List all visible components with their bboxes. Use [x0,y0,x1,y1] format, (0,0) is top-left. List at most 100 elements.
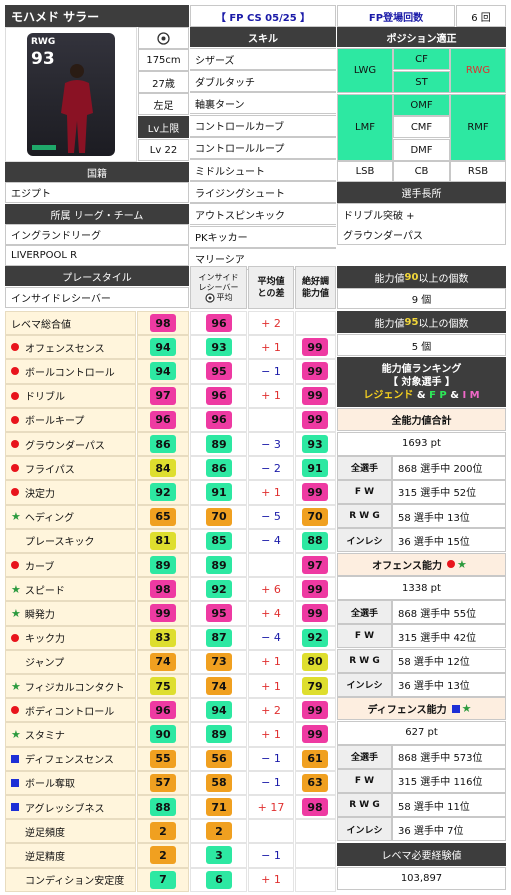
stat-value: 96 [150,701,176,720]
avg-value: 73 [206,652,232,671]
nationality-value: エジプト [5,182,189,203]
stat-label: フライパス [25,464,75,476]
stat-name: ジャンプ [5,649,136,674]
star-icon: ★ [11,582,21,596]
diff-value: − 1 [248,746,294,771]
skill-item: シザーズ [190,48,336,70]
exp-value: 103,897 [337,866,506,890]
avg-value: 96 [206,314,232,332]
diff-value [248,407,294,432]
avg-value: 58 [206,773,232,792]
position-lmf: LMF [337,94,393,161]
stat-value: 75 [150,677,176,695]
stat-value: 7 [150,870,176,889]
ranking-group: R W G [337,648,392,673]
avg-value: 3 [206,846,232,865]
blue-square-icon [11,754,19,763]
stat-label: 瞬発力 [24,609,55,621]
ranking-defense-label: ディフェンス能力 ★ [337,697,506,720]
ranking-result: 36 選手中 13位 [392,672,506,697]
stat-label: コンディション安定度 [25,876,125,888]
diff-value [248,819,294,844]
avg-value: 56 [206,749,232,768]
star-icon: ★ [456,557,467,571]
specialty-header: 選手長所 [337,182,506,203]
stat-label: キック力 [25,634,65,646]
nationality-label: 国籍 [5,162,189,182]
red-dot-icon [11,415,19,424]
skill-item: コントロールカーブ [190,114,336,137]
position-cb: CB [393,161,450,182]
red-dot-icon [11,488,19,497]
lv-max-button[interactable]: Lv上限 [138,116,189,138]
stat-value: 98 [150,314,176,332]
stat-label: ボールキープ [25,416,85,428]
playstyle-average-header: インサイド レシーバー 平均 [190,266,247,309]
blue-square-icon [451,704,460,713]
stat-value: 88 [150,798,176,816]
age-value: 27歳 [138,71,189,93]
red-dot-icon [11,561,19,570]
star-icon: ★ [11,606,21,620]
diff-value: + 1 [248,867,294,892]
peak-value: 61 [302,749,328,768]
specialty-2: グラウンダーパス [337,224,506,245]
diff-value: − 1 [248,843,294,868]
stat-name: 逆足精度 [5,843,136,868]
skill-item: ダブルタッチ [190,70,336,93]
card-position: RWG [31,37,56,47]
stat-label: スタミナ [24,730,65,742]
position-lwg: LWG [337,48,393,93]
stat-name: グラウンダーパス [5,432,136,457]
stat-value: 57 [150,773,176,792]
peak-value: 80 [302,652,328,671]
stat-value: 83 [150,628,176,647]
peak-value: 99 [302,386,328,405]
count-95-threshold: 95 [404,316,419,328]
ranking-group: 全選手 [337,455,392,480]
stat-name: ★ フィジカルコンタクト [5,674,136,699]
position-omf: OMF [393,94,450,116]
position-lsb: LSB [337,161,393,182]
ranking-result: 315 選手中 42位 [392,624,506,649]
ranking-defense-value: 627 pt [337,720,506,745]
skill-item: 軸裏ターン [190,92,336,115]
stat-name: ★ スピード [5,577,136,602]
peak-value: 99 [302,338,328,357]
stat-value: 74 [150,652,176,671]
stat-name: ディフェンスセンス [5,746,136,771]
avg-value: 86 [206,459,232,478]
ranking-result: 315 選手中 116位 [392,768,506,793]
diff-value: − 5 [248,504,294,529]
ranking-result: 868 選手中 200位 [392,455,506,480]
ranking-result: 58 選手中 11位 [392,793,506,818]
red-dot-icon [11,367,19,376]
stat-label: ドリブル [25,392,65,404]
fp-count-value: 6 回 [456,5,506,27]
settings-icon[interactable] [138,27,189,49]
stat-label: 逆足精度 [25,851,65,863]
stat-label: ボールコントロール [25,367,115,379]
stat-value: 96 [150,410,176,429]
stat-name: ボール奪取 [5,770,136,795]
specialty-1: ドリブル突破 + [337,203,506,224]
stat-value: 97 [150,386,176,405]
blue-square-icon [11,778,19,787]
star-icon: ★ [11,727,21,741]
skill-item: コントロールループ [190,136,336,159]
stat-value: 94 [150,338,176,357]
stat-name: 逆足頻度 [5,819,136,844]
count-95-label: 能力値 95 以上の個数 [337,311,506,333]
ranking-offense-value: 1338 pt [337,576,506,600]
diff-value [248,553,294,578]
avg-value: 89 [206,556,232,574]
count-95-value: 5 個 [337,334,506,356]
stat-name: コンディション安定度 [5,867,136,892]
peak-value: 97 [302,556,328,574]
stat-label: 逆足頻度 [25,827,65,839]
positions-header: ポジション適正 [337,27,506,47]
ranking-result: 868 選手中 573位 [392,744,506,769]
stat-name: フライパス [5,456,136,481]
diff-value: + 1 [248,722,294,747]
stat-name: レベマ総合値 [5,311,136,336]
